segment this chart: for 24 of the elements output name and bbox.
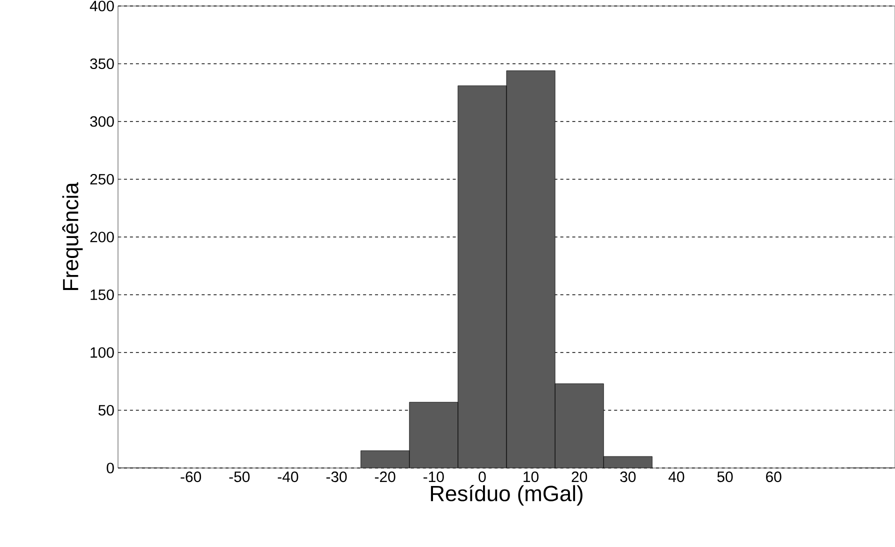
x-tick-label: -60 [180,472,202,482]
x-tick-label: 10 [524,472,539,482]
y-tick-label: 350 [90,58,114,70]
y-tick-label: 150 [90,289,114,300]
x-tick-label: -10 [424,472,444,482]
x-tick-label: 30 [620,472,636,482]
x-tick-label: 50 [717,472,733,482]
y-tick-label: 100 [90,347,114,358]
x-tick-label: 40 [668,472,684,482]
x-tick-label: 0 [478,472,486,482]
x-tick-label: 60 [766,472,782,482]
x-tick-label: 20 [572,472,588,482]
x-tick-label: -20 [374,472,396,482]
y-tick-label: 50 [98,404,114,416]
y-tick-label: 200 [90,232,114,242]
x-axis-title: Resíduo (mGal) [430,484,582,506]
x-tick-label: -40 [278,472,298,482]
y-tick-label: 250 [90,174,114,185]
y-tick-label: 400 [90,0,114,12]
x-tick-label: -50 [229,472,250,482]
x-tick-label: -30 [326,472,347,482]
y-axis-title: Frequência [62,182,83,290]
y-tick-label: 300 [90,116,114,127]
y-tick-label: 0 [106,462,114,474]
